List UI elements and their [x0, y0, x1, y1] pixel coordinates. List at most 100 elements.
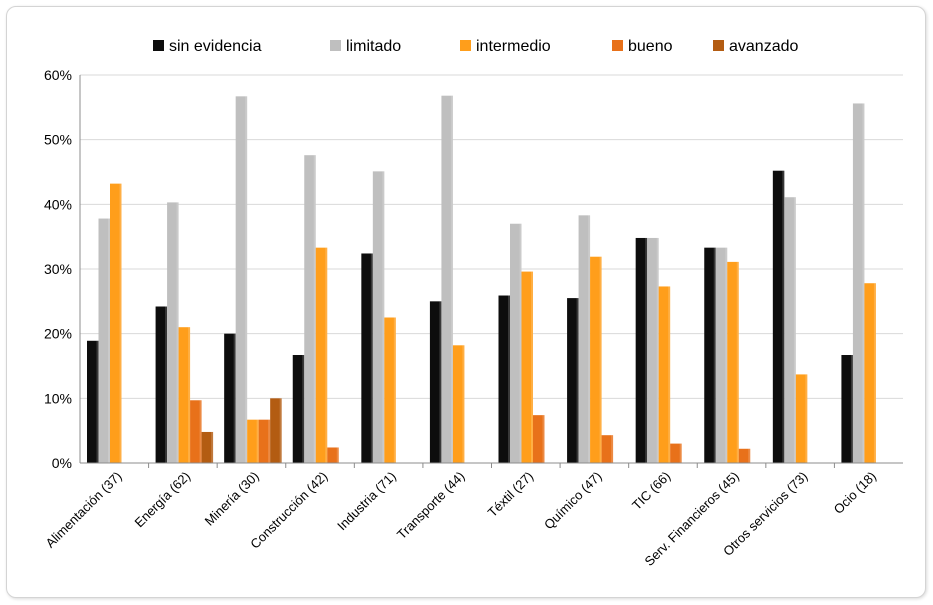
bar-intermedio-ocio-18 — [864, 283, 876, 463]
y-tick-label: 60% — [44, 67, 72, 83]
bar-intermedio-transporte-44 — [452, 345, 465, 463]
y-tick-label: 20% — [44, 326, 72, 342]
legend-label-sin-evidencia: sin evidencia — [169, 38, 262, 55]
bar-intermedio-otros-servicios-73 — [795, 374, 808, 463]
bar-bueno-construccion-42 — [327, 447, 339, 463]
x-tick-label: Transporte (44) — [394, 469, 468, 543]
bar-shade — [439, 301, 442, 463]
bar-bueno-energia-62 — [190, 400, 202, 463]
bar-shade — [393, 317, 396, 463]
x-tick-label: Minería (30) — [202, 469, 262, 529]
legend-swatch-avanzado — [713, 40, 724, 51]
gridlines — [80, 74, 903, 399]
bar-shade — [736, 261, 739, 463]
bar-limitado-construccion-42 — [304, 155, 316, 464]
bar-limitado-alimentacion-37 — [98, 218, 110, 463]
bar-intermedio-industria-71 — [384, 317, 396, 463]
bar-shade — [279, 398, 282, 463]
legend-label-intermedio: intermedio — [476, 38, 551, 55]
bar-sin-evidencia-tic-66 — [635, 237, 648, 463]
bar-shade — [782, 170, 785, 463]
bar-intermedio-construccion-42 — [315, 247, 328, 463]
bar-limitado-transporte-44 — [441, 95, 453, 464]
bar-shade — [519, 223, 522, 463]
bar-sin-evidencia-otros-servicios-73 — [772, 170, 785, 463]
bar-shade — [531, 271, 533, 463]
bar-shade — [313, 155, 316, 464]
bar-sin-evidencia-energia-62 — [155, 306, 168, 463]
bar-shade — [748, 448, 751, 463]
bar-limitado-quimico-47 — [578, 215, 591, 463]
bar-limitado-mineria-30 — [235, 96, 248, 463]
x-tick-label: TIC (66) — [629, 469, 673, 513]
bar-limitado-energia-62 — [167, 202, 179, 464]
bar-bueno-quimico-47 — [601, 435, 614, 463]
x-tick-label: Químico (47) — [541, 469, 605, 533]
bar-shade — [211, 431, 214, 463]
bar-shade — [793, 197, 796, 463]
bar-shade — [542, 415, 545, 463]
bar-intermedio-tic-66 — [658, 286, 671, 463]
bar-intermedio-serv-financieros-45 — [727, 261, 739, 463]
bar-shade — [96, 340, 99, 463]
bar-shade — [850, 355, 853, 463]
bars — [87, 95, 876, 464]
bar-bueno-serv-financieros-45 — [738, 448, 751, 463]
bar-shade — [336, 447, 339, 463]
bar-shade — [462, 345, 465, 463]
legend-swatch-intermedio — [460, 40, 471, 51]
legend-label-bueno: bueno — [628, 38, 673, 55]
bar-avanzado-mineria-30 — [270, 398, 282, 463]
bar-limitado-tic-66 — [647, 237, 659, 463]
y-tick-label: 40% — [44, 196, 72, 212]
x-tick-label: Ocio (18) — [831, 469, 879, 517]
bar-shade — [302, 355, 305, 463]
legend-label-limitado: limitado — [346, 38, 401, 55]
bar-limitado-ocio-18 — [852, 103, 865, 463]
bar-avanzado-energia-62 — [201, 431, 214, 463]
bar-shade — [862, 103, 865, 463]
bar-sin-evidencia-textil-27 — [498, 295, 510, 463]
bar-shade — [725, 247, 728, 463]
bar-shade — [713, 247, 716, 463]
bar-shade — [176, 202, 179, 464]
bar-sin-evidencia-serv-financieros-45 — [704, 247, 716, 463]
bar-shade — [588, 215, 591, 463]
bar-shade — [873, 283, 876, 463]
bar-sin-evidencia-alimentacion-37 — [87, 340, 99, 463]
bar-limitado-otros-servicios-73 — [784, 197, 796, 463]
x-tick-label: Téxtil (27) — [485, 469, 536, 520]
chart-frame — [6, 6, 926, 598]
legend-swatch-limitado — [330, 40, 341, 51]
bar-limitado-textil-27 — [510, 223, 522, 463]
bar-intermedio-textil-27 — [521, 271, 533, 463]
bar-shade — [119, 183, 122, 463]
bar-shade — [370, 253, 373, 463]
bar-shade — [256, 419, 259, 463]
bar-bueno-mineria-30 — [258, 419, 271, 463]
bar-shade — [245, 96, 248, 463]
bar-shade — [325, 247, 328, 463]
bar-shade — [268, 419, 271, 463]
bar-bueno-tic-66 — [670, 443, 682, 463]
bar-intermedio-alimentacion-37 — [110, 183, 122, 463]
x-tick-label: Industria (71) — [334, 469, 399, 534]
bar-sin-evidencia-transporte-44 — [429, 301, 442, 463]
y-tick-label: 30% — [44, 261, 72, 277]
bar-shade — [599, 256, 602, 463]
y-tick-label: 50% — [44, 132, 72, 148]
bar-shade — [450, 95, 453, 464]
bar-sin-evidencia-ocio-18 — [841, 355, 853, 463]
bar-sin-evidencia-construccion-42 — [292, 355, 305, 463]
bar-shade — [611, 435, 614, 463]
bar-shade — [656, 237, 659, 463]
bar-limitado-serv-financieros-45 — [715, 247, 728, 463]
bar-shade — [165, 306, 168, 463]
bar-shade — [508, 295, 510, 463]
bar-shade — [679, 443, 682, 463]
y-tick-label: 10% — [44, 390, 72, 406]
bar-sin-evidencia-quimico-47 — [567, 298, 579, 463]
bar-intermedio-quimico-47 — [590, 256, 602, 463]
bar-shade — [645, 237, 648, 463]
